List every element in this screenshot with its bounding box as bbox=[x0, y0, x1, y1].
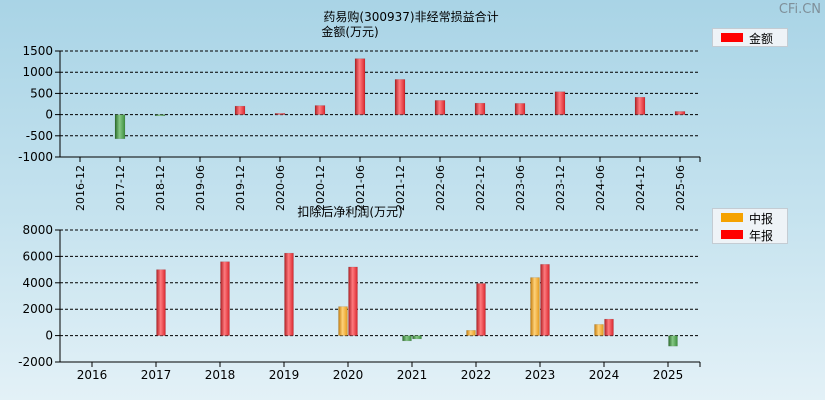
legend-item-interim: 中报 bbox=[713, 209, 787, 226]
chart1-xtick-label: 2023-12 bbox=[554, 165, 567, 211]
chart2-ytick-label: 4000 bbox=[22, 276, 53, 290]
chart1-xtick-label: 2020-06 bbox=[274, 165, 287, 211]
chart1-ytick-label: 500 bbox=[30, 86, 53, 100]
chart1-ytick-label: 1500 bbox=[22, 44, 53, 58]
chart2-bar bbox=[530, 277, 540, 336]
chart1-xtick-label: 2021-12 bbox=[394, 165, 407, 211]
chart2-bar bbox=[540, 264, 550, 336]
chart2-xtick-label: 2019 bbox=[269, 368, 300, 382]
chart1-bar bbox=[514, 103, 526, 115]
chart1-xtick-label: 2019-12 bbox=[234, 165, 247, 211]
chart1-xtick-label: 2025-06 bbox=[674, 165, 687, 211]
chart2-ytick-label: 8000 bbox=[22, 223, 53, 237]
chart2-xtick-label: 2021 bbox=[397, 368, 428, 382]
legend-label-annual: 年报 bbox=[749, 229, 774, 243]
chart1-xtick-label: 2024-06 bbox=[594, 165, 607, 211]
legend-swatch-annual bbox=[721, 230, 743, 239]
chart2-title: 扣除后净利润(万元) bbox=[297, 204, 402, 219]
chart1-ytick-label: -1000 bbox=[18, 150, 53, 164]
chart2-bar bbox=[338, 306, 348, 336]
chart2-bar bbox=[156, 269, 166, 336]
chart1-bar bbox=[314, 105, 326, 115]
watermark: CFi.CN bbox=[778, 2, 821, 17]
legend-bottom: 中报 年报 bbox=[712, 208, 788, 244]
chart1-title: 药易购(300937)非经常损益合计 bbox=[323, 9, 498, 24]
chart2-bar bbox=[348, 266, 358, 336]
legend-top: 金额 bbox=[712, 28, 788, 47]
chart1-bar bbox=[434, 100, 446, 115]
chart2-bar bbox=[466, 330, 476, 336]
chart1-bar bbox=[154, 114, 166, 117]
chart2-xtick-label: 2017 bbox=[141, 368, 172, 382]
chart1-bar bbox=[554, 91, 566, 115]
chart1-bar bbox=[634, 96, 646, 115]
legend-item-annual: 年报 bbox=[713, 226, 787, 243]
chart2-bar bbox=[594, 324, 604, 336]
chart2-bar bbox=[284, 252, 294, 336]
chart1-ytick-label: 0 bbox=[45, 108, 53, 122]
chart2-bar bbox=[476, 283, 486, 336]
chart2-xtick-label: 2024 bbox=[589, 368, 620, 382]
chart2-ytick-label: -2000 bbox=[18, 355, 53, 369]
chart1-ytick-label: -500 bbox=[26, 129, 53, 143]
chart1-xtick-label: 2024-12 bbox=[634, 165, 647, 211]
chart2-bar bbox=[412, 335, 422, 340]
chart1-bar bbox=[234, 105, 246, 115]
legend-label-interim: 中报 bbox=[749, 212, 774, 226]
chart2-bar bbox=[402, 335, 412, 342]
chart1-xtick-label: 2017-12 bbox=[114, 165, 127, 211]
chart1-xtick-label: 2023-06 bbox=[514, 165, 527, 211]
chart2-ytick-label: 2000 bbox=[22, 302, 53, 316]
chart1-bar bbox=[114, 114, 126, 140]
chart2-xtick-label: 2022 bbox=[461, 368, 492, 382]
chart1-subtitle: 金额(万元) bbox=[321, 24, 378, 39]
chart2-bar bbox=[220, 261, 230, 336]
chart1-xtick-label: 2016-12 bbox=[74, 165, 87, 211]
chart2-ytick-label: 0 bbox=[45, 329, 53, 343]
chart1-bar bbox=[474, 102, 486, 115]
chart1-xtick-label: 2021-06 bbox=[354, 165, 367, 211]
chart1-bar bbox=[274, 113, 286, 115]
chart2-ytick-label: 6000 bbox=[22, 249, 53, 263]
legend-swatch-interim bbox=[721, 213, 743, 222]
chart1-bar bbox=[354, 58, 366, 115]
chart2-bar bbox=[604, 318, 614, 336]
chart1-xtick-label: 2020-12 bbox=[314, 165, 327, 211]
chart2-xtick-label: 2018 bbox=[205, 368, 236, 382]
chart1-ytick-label: 1000 bbox=[22, 65, 53, 79]
chart2-xtick-label: 2023 bbox=[525, 368, 556, 382]
chart1-xtick-label: 2019-06 bbox=[194, 165, 207, 211]
legend-item-amount: 金额 bbox=[713, 29, 787, 46]
chart2-xtick-label: 2025 bbox=[653, 368, 684, 382]
chart1-xtick-label: 2022-06 bbox=[434, 165, 447, 211]
chart1-bar bbox=[394, 79, 406, 115]
chart2-xtick-label: 2016 bbox=[77, 368, 108, 382]
legend-label-amount: 金额 bbox=[749, 32, 774, 46]
chart1-xtick-label: 2022-12 bbox=[474, 165, 487, 211]
legend-swatch-amount bbox=[721, 33, 743, 42]
chart1-bar bbox=[674, 111, 686, 115]
chart1-xtick-label: 2018-12 bbox=[154, 165, 167, 211]
chart2-bar bbox=[668, 335, 678, 347]
chart2-xtick-label: 2020 bbox=[333, 368, 364, 382]
